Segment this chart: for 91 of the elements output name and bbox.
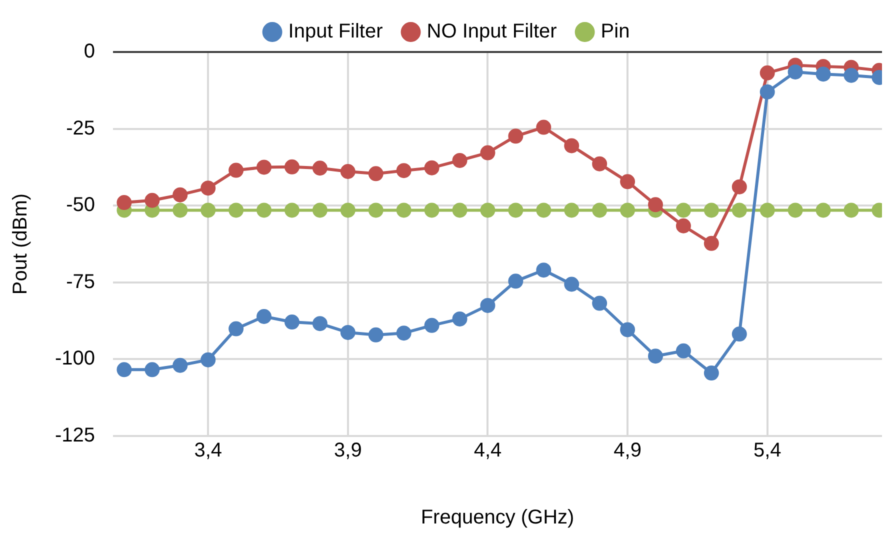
point (536, 262, 552, 278)
point (340, 164, 356, 179)
point (704, 366, 719, 381)
point (284, 159, 300, 174)
point (676, 343, 691, 358)
point (396, 326, 412, 341)
point (844, 68, 859, 83)
x-axis-title: Frequency (GHz) (420, 506, 574, 529)
point (368, 327, 384, 342)
y-tick-label: -25 (66, 117, 96, 140)
point (676, 218, 691, 234)
point (592, 296, 608, 311)
x-tick-label: 3,4 (194, 440, 222, 462)
point (592, 156, 608, 172)
legend-label: Pin (600, 20, 630, 43)
point (368, 202, 384, 218)
point (312, 202, 328, 218)
point (256, 160, 272, 175)
point (284, 314, 300, 330)
x-tick-label: 4,4 (474, 440, 502, 462)
point (172, 187, 188, 202)
point (760, 202, 775, 218)
point (732, 202, 747, 218)
point (228, 321, 244, 336)
point (200, 202, 216, 218)
point (676, 202, 691, 218)
point (564, 138, 580, 154)
point (228, 162, 244, 178)
point (480, 298, 496, 313)
point (536, 120, 552, 135)
point (452, 311, 468, 326)
y-tick-label: -75 (66, 270, 96, 293)
point (480, 145, 496, 160)
point (116, 195, 132, 210)
point (172, 202, 188, 218)
legend-label: Input Filter (288, 20, 384, 43)
point (424, 160, 440, 176)
point (620, 174, 636, 190)
point (620, 202, 636, 218)
point (508, 274, 524, 289)
point (172, 358, 188, 373)
point (312, 316, 328, 332)
point (704, 202, 719, 218)
x-tick-label: 5,4 (753, 440, 782, 462)
point (200, 352, 216, 368)
point (620, 322, 636, 338)
point (648, 348, 664, 364)
x-tick-label: 4,9 (614, 440, 642, 462)
point (732, 179, 747, 194)
point (200, 180, 216, 196)
point (816, 202, 831, 218)
point (256, 202, 272, 218)
point (256, 309, 272, 324)
point (144, 192, 160, 208)
y-tick-label: 0 (84, 40, 96, 63)
point (760, 84, 775, 100)
point (564, 202, 580, 218)
x-tick-label: 3,9 (334, 440, 362, 462)
point (816, 66, 831, 82)
point (844, 202, 859, 218)
y-tick-label: -100 (55, 348, 96, 370)
point (312, 160, 328, 176)
y-tick-label: -125 (55, 424, 96, 447)
point (340, 202, 356, 218)
point (704, 236, 719, 251)
point (396, 163, 412, 178)
point (424, 202, 440, 218)
y-axis-title: Pout (dBm) (10, 193, 32, 295)
point (452, 152, 468, 168)
point (396, 202, 412, 218)
point (284, 202, 300, 218)
point (340, 324, 356, 340)
point (648, 197, 664, 212)
point (508, 202, 524, 218)
point (480, 202, 496, 218)
point (116, 362, 132, 378)
point (144, 362, 160, 378)
legend-label: NO Input Filter (426, 20, 558, 43)
point (564, 276, 580, 292)
point (732, 326, 747, 342)
point (760, 65, 775, 80)
point (508, 128, 524, 144)
point (368, 166, 384, 182)
point (788, 202, 803, 218)
y-tick-label: -50 (66, 194, 96, 216)
point (592, 202, 608, 218)
point (788, 64, 803, 80)
point (424, 318, 440, 333)
point (452, 202, 468, 218)
point (228, 202, 244, 218)
point (536, 202, 552, 218)
